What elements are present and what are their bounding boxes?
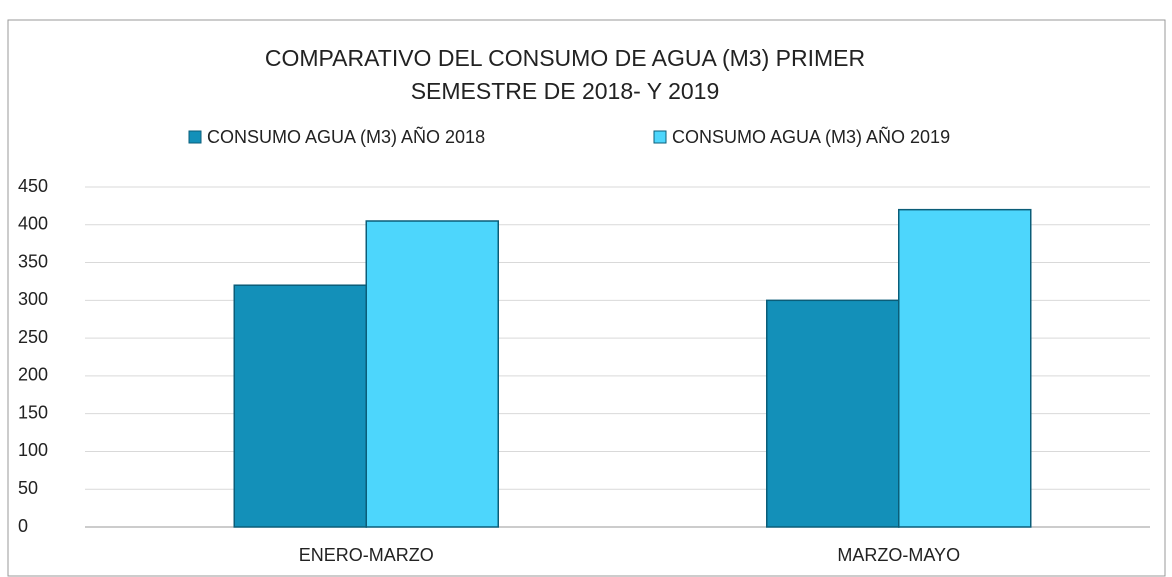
- legend-label: CONSUMO AGUA (M3) AÑO 2018: [207, 126, 485, 147]
- x-tick-label: ENERO-MARZO: [299, 545, 434, 565]
- y-tick-label: 200: [18, 365, 48, 385]
- bar: [233, 284, 367, 528]
- chart-title: COMPARATIVO DEL CONSUMO DE AGUA (M3) PRI…: [265, 45, 865, 71]
- y-tick-label: 350: [18, 251, 48, 271]
- y-tick-label: 0: [18, 516, 28, 536]
- legend-swatch: [653, 130, 667, 144]
- y-tick-label: 450: [18, 176, 48, 196]
- y-tick-label: 300: [18, 289, 48, 309]
- y-tick-label: 400: [18, 214, 48, 234]
- bar: [766, 299, 900, 528]
- y-tick-label: 50: [18, 478, 38, 498]
- bar: [365, 220, 499, 528]
- bar: [898, 208, 1032, 528]
- y-tick-label: 250: [18, 327, 48, 347]
- legend-label: CONSUMO AGUA (M3) AÑO 2019: [672, 126, 950, 147]
- chart-title: SEMESTRE DE 2018- Y 2019: [411, 78, 720, 104]
- legend-swatch: [188, 130, 202, 144]
- y-tick-label: 100: [18, 440, 48, 460]
- x-tick-label: MARZO-MAYO: [837, 545, 960, 565]
- y-tick-label: 150: [18, 402, 48, 422]
